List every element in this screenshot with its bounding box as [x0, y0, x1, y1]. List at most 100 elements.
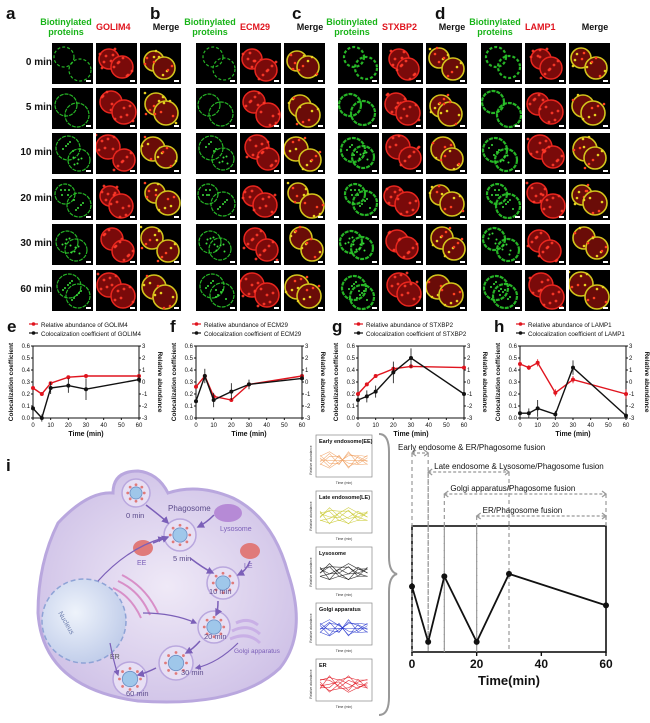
y2-tick-label: 3 [142, 344, 146, 350]
scale-bar [130, 80, 135, 82]
golgi-label: Golgi apparatus [234, 648, 281, 655]
y2-axis-label: Relative abundance [643, 351, 650, 412]
y2-tick-label: 1 [629, 368, 633, 374]
mini-chart-title: Early endosome(EE) [319, 439, 373, 445]
x-tick-label: 10 [534, 423, 541, 429]
data-point [84, 374, 88, 378]
scale-bar [274, 307, 279, 309]
data-point [48, 386, 53, 390]
scale-bar [515, 216, 520, 218]
time-5: 5 min [173, 554, 191, 563]
time-row-label: 10 min [20, 147, 52, 158]
y2-tick-label: 0 [629, 380, 633, 386]
y2-tick-label: -2 [629, 404, 635, 410]
data-point [624, 392, 628, 396]
mini-chart-title: Late endosome(LE) [319, 495, 370, 501]
data-point [373, 374, 378, 378]
x-tick-label: 10 [372, 423, 379, 429]
phagosome [197, 610, 231, 644]
scale-bar [460, 170, 465, 172]
scale-bar [603, 80, 608, 82]
scale-bar [174, 125, 179, 127]
red-channel-image [382, 224, 423, 265]
x-tick-label: 40 [587, 423, 594, 429]
scale-bar [230, 261, 235, 263]
phagosome-maturation-diagram: Nucleus ER Golgi apparatus Lysosome EE L… [36, 469, 298, 704]
x-axis-label: Time (min) [231, 431, 266, 438]
data-point [535, 360, 540, 365]
scale-bar [559, 80, 564, 82]
right-brace [378, 433, 398, 716]
green-header-line2: proteins [334, 27, 370, 37]
legend-entry: Colocalization coefficient of STXBP2 [366, 331, 467, 338]
chart-h: h Relative abundance of LAMP1 Colocalizati… [494, 318, 650, 438]
red-channel-image [240, 179, 281, 220]
green-channel-image [481, 133, 522, 174]
scale-bar [515, 261, 520, 263]
data-point [84, 387, 88, 392]
y2-tick-label: 2 [629, 356, 633, 362]
scale-bar [372, 80, 377, 82]
time-row-label: 30 min [20, 238, 52, 249]
x-tick-label: 0 [356, 423, 360, 429]
merge-image [284, 179, 325, 220]
merge-header: Merge [152, 22, 180, 32]
mini-series-line [319, 566, 368, 577]
y-tick-label: 0.4 [347, 368, 356, 374]
scale-bar [130, 307, 135, 309]
arrow-20-30 [184, 640, 201, 654]
y-tick-label: 0.5 [185, 356, 194, 362]
arrow-er-60 [109, 642, 120, 677]
scale-bar [372, 261, 377, 263]
mini-series-line [319, 678, 368, 692]
y2-tick-label: 0 [305, 380, 309, 386]
mini-series-line [319, 567, 368, 581]
scale-bar [230, 80, 235, 82]
arrow-30-60 [136, 667, 157, 678]
time-20: 20 min [204, 632, 227, 641]
y2-tick-label: 1 [142, 368, 146, 374]
scale-bar [130, 216, 135, 218]
time-30: 30 min [181, 668, 204, 677]
red-channel-image [96, 88, 137, 129]
mini-chart-title: Golgi apparatus [319, 607, 361, 613]
x-tick-label: 20 [65, 423, 72, 429]
data-point [409, 583, 415, 590]
time-row-label: 0 min [25, 57, 52, 68]
marker-header: STXBP2 [382, 22, 418, 32]
panel-letter-i: i [6, 456, 11, 475]
red-channel-image [240, 133, 281, 174]
green-channel-image [338, 224, 379, 265]
x-axis-label: Time(min) [478, 673, 540, 688]
green-channel-image [52, 43, 93, 84]
scale-bar [130, 125, 135, 127]
y2-tick-label: 1 [467, 368, 471, 374]
y2-axis-label: Relative abundance [156, 351, 163, 412]
x-tick-label: 0 [194, 423, 198, 429]
x-tick-label: 40 [535, 657, 549, 671]
mini-series-line [319, 679, 368, 691]
green-header-line2: proteins [192, 27, 228, 37]
green-channel-image [196, 88, 237, 129]
y-axis-label: Colocalization coefficient [495, 342, 502, 421]
scale-bar [274, 80, 279, 82]
x-tick-label: 0 [31, 423, 35, 429]
red-channel-image [240, 270, 281, 311]
legend-entry: Colocalization coefficient of GOLIM4 [41, 331, 142, 338]
green-channel-image [52, 224, 93, 265]
mini-chart: Lysosome Relative abundance Time (min) [309, 546, 373, 597]
series-line [195, 373, 303, 402]
scale-bar [174, 307, 179, 309]
scale-bar [416, 125, 421, 127]
red-channel-image [382, 133, 423, 174]
mini-series-line [319, 621, 368, 633]
y-tick-label: 0.0 [22, 416, 31, 422]
data-point [211, 398, 216, 402]
scale-bar [274, 216, 279, 218]
scale-bar [559, 125, 564, 127]
y-tick-label: 0.5 [509, 356, 518, 362]
panel-letter-b: b [150, 4, 161, 23]
merge-image [284, 88, 325, 129]
arrow-5-10 [189, 557, 215, 574]
scale-bar [372, 216, 377, 218]
